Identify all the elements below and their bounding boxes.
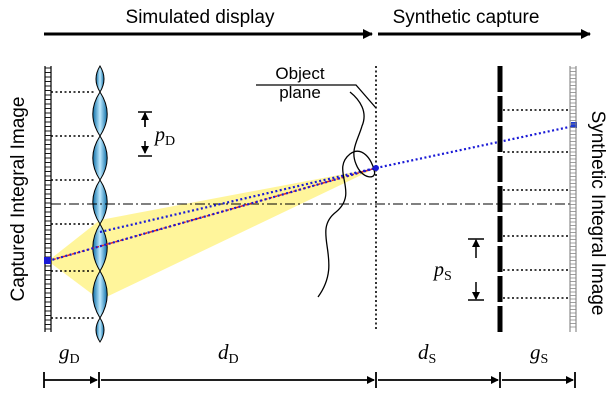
synthetic-sensor [569, 66, 577, 332]
object-profile-curve [317, 91, 376, 298]
chief-ray-left [47, 166, 377, 263]
ray-cone-right [100, 168, 376, 300]
object-plane-label-line1: Object [275, 64, 324, 83]
display-pitch-lines [51, 91, 96, 319]
microlens [92, 135, 108, 181]
d-s-label: dS [418, 340, 436, 367]
microlens [95, 317, 105, 343]
synthetic-capture-header: Synthetic capture [378, 7, 591, 39]
object-plane-label-line2: plane [279, 83, 321, 102]
synthetic-integral-image-label: Synthetic Integral Image [587, 111, 608, 316]
captured-sensor [44, 66, 52, 332]
pitch-display-marker: pD [138, 111, 175, 157]
d-d-label: dD [218, 340, 239, 367]
ray-cone-left [48, 220, 100, 300]
synthetic-capture-label: Synthetic capture [393, 7, 540, 28]
dimension-line [43, 372, 576, 388]
synthetic-pitch-lines [503, 109, 568, 299]
simulated-display-label: Simulated display [126, 7, 275, 28]
pitch-synthetic-marker: pS [432, 238, 484, 301]
g-d-label: gD [59, 340, 80, 367]
microlens [95, 65, 105, 93]
center-ray [47, 167, 377, 262]
p-s-label: pS [432, 259, 452, 284]
chief-ray-right [375, 124, 575, 170]
microlens [92, 179, 108, 225]
object-plane-leader [256, 84, 377, 109]
p-d-label: pD [153, 124, 175, 149]
microlens-array [92, 65, 108, 343]
g-s-label: gS [530, 340, 548, 367]
synthetic-pixel-marker [571, 122, 577, 128]
source-pixel-marker [44, 257, 51, 264]
object-point [373, 165, 379, 171]
microlens [92, 91, 108, 137]
simulated-display-header: Simulated display [44, 7, 373, 39]
captured-integral-image-label: Captured Integral Image [8, 97, 29, 302]
